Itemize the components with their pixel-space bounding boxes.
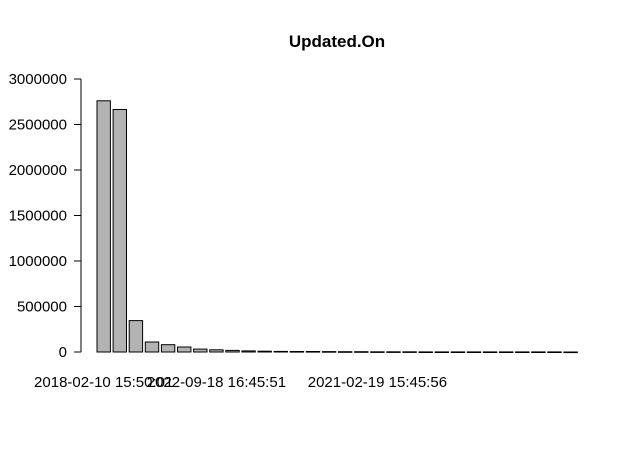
bar [241,350,256,353]
bar [128,320,144,353]
bar [321,351,337,353]
y-tick-label: 3000000 [9,71,67,88]
bar [289,351,305,353]
x-tick-label: 2018-02-10 15:50:01 [34,374,173,391]
y-tick-label: 1000000 [9,253,67,270]
y-tick-label: 0 [59,344,67,361]
bar [209,349,224,353]
y-tick-label: 500000 [17,299,67,316]
bar [402,351,417,353]
bar [112,109,127,353]
bar [547,351,562,353]
chart-title: Updated.On [289,32,385,51]
y-tick-label: 2500000 [9,117,67,134]
y-tick-label: 1500000 [9,208,67,225]
bar [160,344,176,353]
bar [354,351,369,353]
bar [305,351,321,353]
bar [418,351,433,353]
bar [466,351,482,353]
bar [193,348,208,353]
y-tick-label: 2000000 [9,162,67,179]
bar [273,350,289,353]
bar [515,351,530,353]
bar [370,351,385,353]
bar [386,351,401,353]
bar [257,350,272,353]
bar [225,349,240,353]
bar [144,341,160,353]
bar [338,351,353,353]
bar [482,351,498,353]
x-tick-label: 2022-09-18 16:45:51 [147,374,286,391]
bar [177,346,192,353]
y-axis: 0 500000 1000000 1500000 2000000 2500000 30000… [9,71,82,361]
bar [563,351,578,354]
bars-group [96,100,578,354]
bar [531,351,546,353]
bar [434,351,450,353]
bar [499,351,514,353]
x-tick-label: 2021-02-19 15:45:56 [308,374,447,391]
bar [96,100,111,353]
bar [450,351,466,353]
